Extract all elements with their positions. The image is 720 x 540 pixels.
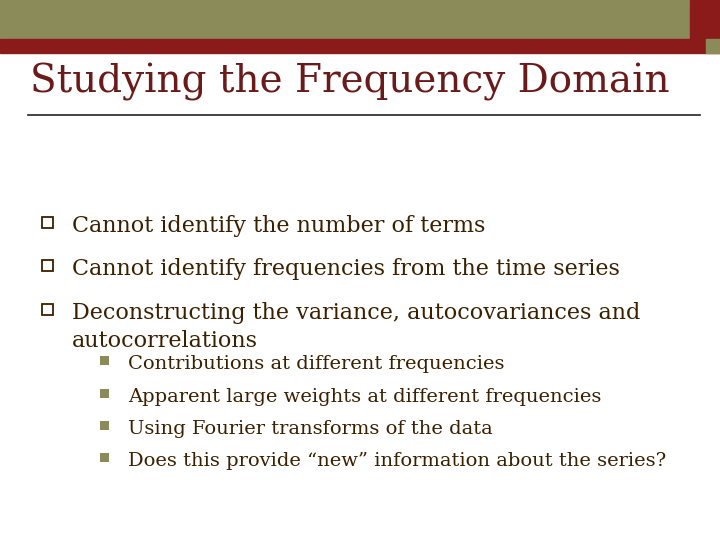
Text: Cannot identify the number of terms: Cannot identify the number of terms	[72, 215, 485, 237]
Bar	[706, 39, 720, 53]
Text: Does this provide “new” information about the series?: Does this provide “new” information abou…	[128, 452, 666, 470]
Bar	[0, 0, 720, 39]
Bar	[42, 304, 53, 315]
Text: Contributions at different frequencies: Contributions at different frequencies	[128, 355, 505, 373]
Bar	[0, 39, 720, 53]
Text: Cannot identify frequencies from the time series: Cannot identify frequencies from the tim…	[72, 258, 620, 280]
Text: Apparent large weights at different frequencies: Apparent large weights at different freq…	[128, 388, 601, 406]
Text: Studying the Frequency Domain: Studying the Frequency Domain	[30, 63, 670, 101]
Text: Using Fourier transforms of the data: Using Fourier transforms of the data	[128, 420, 492, 438]
Text: Deconstructing the variance, autocovariances and
autocorrelations: Deconstructing the variance, autocovaria…	[72, 302, 640, 352]
Bar	[690, 0, 720, 39]
Bar	[100, 356, 109, 365]
Bar	[100, 453, 109, 462]
Bar	[42, 217, 53, 228]
Bar	[100, 389, 109, 398]
Bar	[42, 260, 53, 271]
Bar	[100, 421, 109, 430]
